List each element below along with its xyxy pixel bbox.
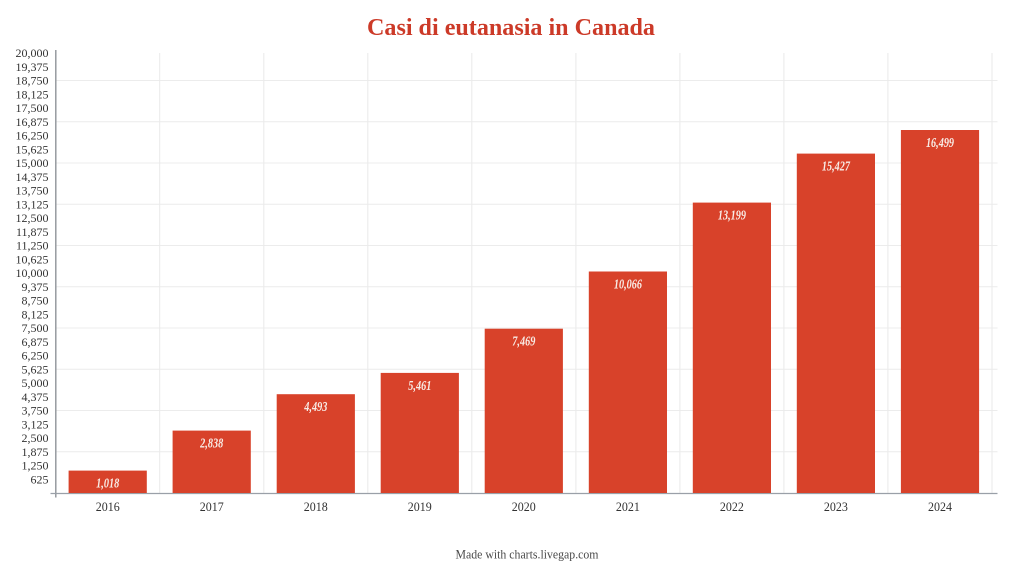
svg-text:15,625: 15,625	[16, 142, 49, 156]
svg-text:2020: 2020	[512, 499, 536, 514]
svg-text:2,500: 2,500	[22, 431, 49, 445]
svg-text:8,125: 8,125	[22, 307, 49, 321]
svg-text:18,125: 18,125	[16, 88, 49, 102]
svg-text:10,000: 10,000	[16, 266, 49, 280]
svg-text:Casi di eutanasia in Canada: Casi di eutanasia in Canada	[367, 14, 655, 41]
svg-text:7,500: 7,500	[22, 321, 49, 335]
svg-text:2024: 2024	[928, 499, 952, 514]
svg-text:5,461: 5,461	[408, 379, 431, 394]
svg-text:3,750: 3,750	[22, 404, 49, 418]
svg-text:15,000: 15,000	[16, 156, 49, 170]
svg-text:4,493: 4,493	[304, 400, 328, 415]
svg-text:18,750: 18,750	[16, 74, 49, 88]
svg-text:2022: 2022	[720, 499, 744, 514]
svg-text:2016: 2016	[96, 499, 120, 514]
svg-text:12,500: 12,500	[16, 211, 49, 225]
svg-text:13,125: 13,125	[16, 197, 49, 211]
svg-text:5,625: 5,625	[22, 362, 49, 376]
svg-text:6,875: 6,875	[22, 335, 49, 349]
svg-text:1,018: 1,018	[96, 477, 119, 492]
svg-text:2017: 2017	[200, 499, 224, 514]
svg-text:2021: 2021	[616, 499, 640, 514]
svg-text:5,000: 5,000	[22, 376, 49, 390]
svg-text:2018: 2018	[304, 499, 328, 514]
svg-text:4,375: 4,375	[22, 390, 49, 404]
svg-text:1,250: 1,250	[22, 459, 49, 473]
svg-text:16,875: 16,875	[16, 115, 49, 129]
svg-text:10,625: 10,625	[16, 252, 49, 266]
svg-text:13,199: 13,199	[718, 209, 746, 224]
svg-text:11,875: 11,875	[16, 225, 49, 239]
svg-text:7,469: 7,469	[512, 335, 535, 350]
svg-text:3,125: 3,125	[22, 417, 49, 431]
svg-text:625: 625	[31, 472, 49, 486]
svg-text:9,375: 9,375	[22, 280, 49, 294]
svg-text:14,375: 14,375	[16, 170, 49, 184]
svg-text:11,250: 11,250	[16, 239, 49, 253]
svg-text:17,500: 17,500	[16, 101, 49, 115]
svg-text:8,750: 8,750	[22, 294, 49, 308]
svg-text:13,750: 13,750	[16, 184, 49, 198]
svg-text:1,875: 1,875	[22, 445, 49, 459]
svg-text:6,250: 6,250	[22, 349, 49, 363]
svg-text:20,000: 20,000	[16, 46, 49, 60]
svg-text:2019: 2019	[408, 499, 432, 514]
svg-text:2023: 2023	[824, 499, 848, 514]
svg-text:19,375: 19,375	[16, 60, 49, 74]
svg-text:16,250: 16,250	[16, 129, 49, 143]
svg-text:2,838: 2,838	[199, 437, 223, 452]
svg-text:15,427: 15,427	[822, 160, 851, 175]
svg-text:16,499: 16,499	[926, 136, 954, 151]
svg-text:10,066: 10,066	[614, 278, 642, 293]
svg-text:Made with charts.livegap.com: Made with charts.livegap.com	[456, 548, 600, 562]
